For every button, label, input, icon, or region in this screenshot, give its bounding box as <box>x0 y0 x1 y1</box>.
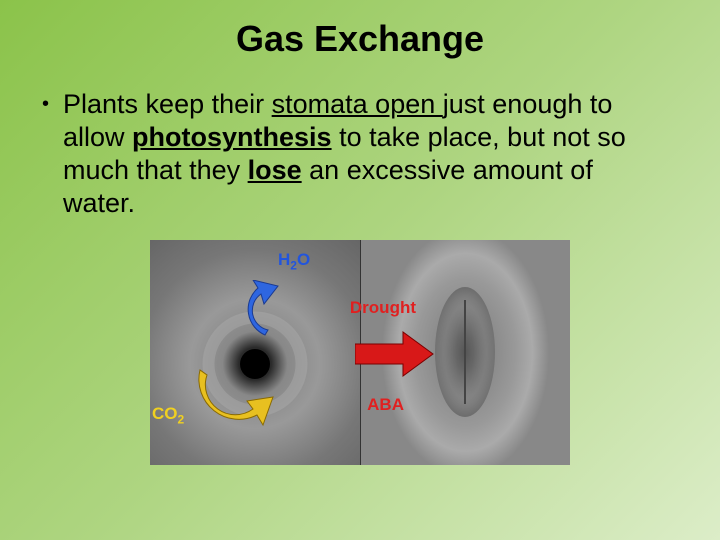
text-underline-lose: lose <box>248 155 302 185</box>
text-fragment: H <box>278 250 290 269</box>
slide-title: Gas Exchange <box>0 0 720 88</box>
co2-arrow-icon <box>185 335 285 435</box>
text-fragment: 2 <box>290 258 297 272</box>
aba-label: ABA <box>367 395 404 415</box>
co2-label: CO2 <box>152 404 184 426</box>
text-fragment: O <box>297 250 310 269</box>
text-underline-photosynthesis: photosynthesis <box>132 122 332 152</box>
drought-arrow-icon <box>355 330 435 378</box>
text-fragment: CO <box>152 404 178 423</box>
drought-label: Drought <box>350 298 416 318</box>
text-fragment: Plants keep their <box>63 89 272 119</box>
h2o-label: H2O <box>278 250 310 272</box>
bullet-text: Plants keep their stomata open just enou… <box>63 88 670 220</box>
stoma-pore-closed <box>435 287 495 417</box>
bullet-block: • Plants keep their stomata open just en… <box>0 88 720 220</box>
bullet-marker: • <box>42 88 63 116</box>
text-underline-stomata: stomata open <box>272 89 443 119</box>
panel-open-stoma: H2O CO2 <box>150 240 361 465</box>
text-fragment: 2 <box>178 413 185 427</box>
stomata-diagram: H2O CO2 Drought ABA <box>150 240 570 465</box>
